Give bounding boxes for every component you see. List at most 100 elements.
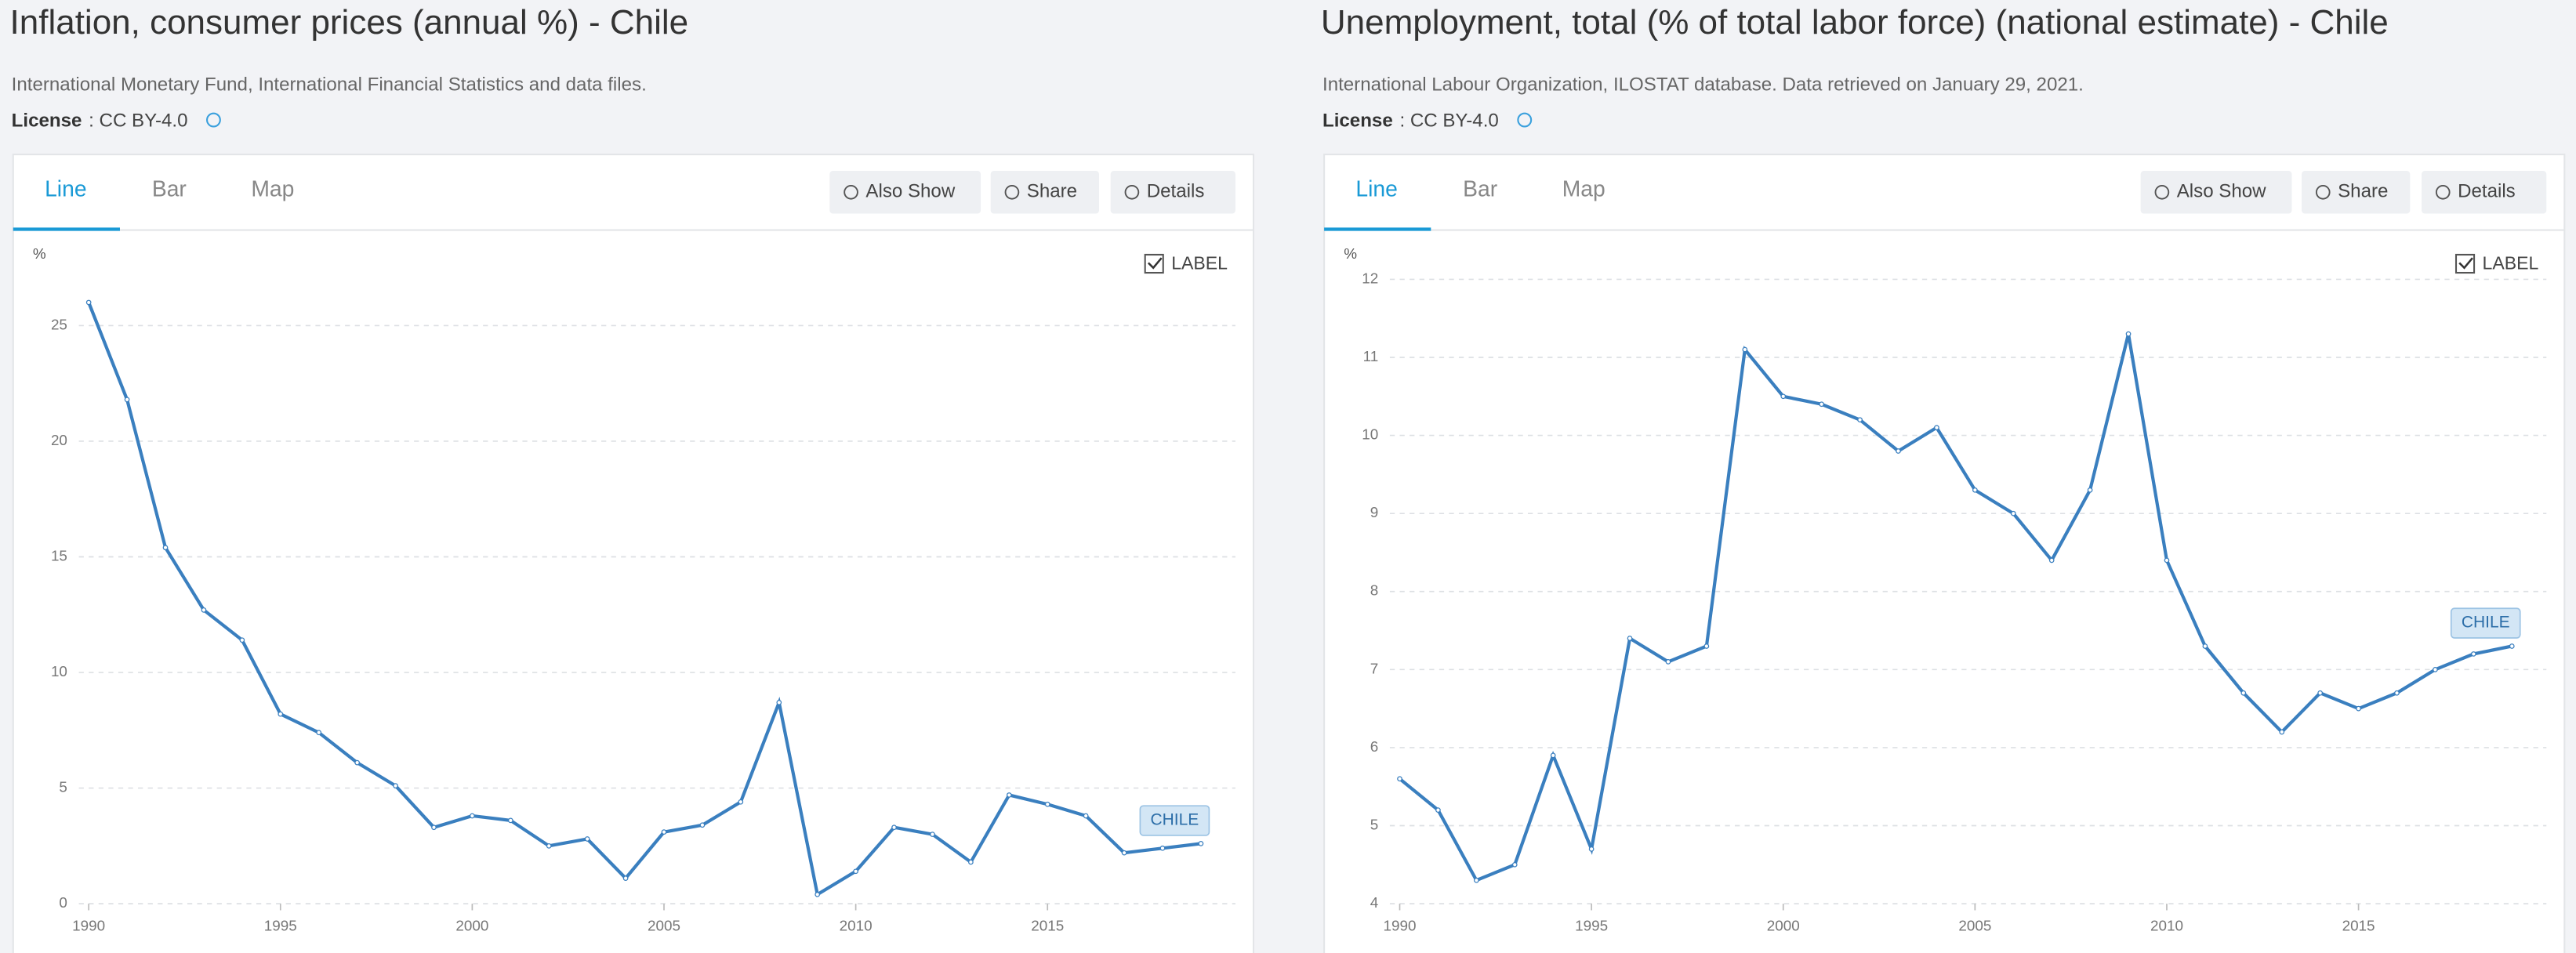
button-label[interactable]: Also Show [865,181,955,202]
data-point [1627,636,1633,641]
data-point [1435,807,1441,813]
y-tick-label: 5 [1370,816,1378,832]
chart-card [12,154,1255,953]
data-point [2048,557,2055,563]
data-point [124,397,130,403]
data-point [776,700,782,705]
data-point [1121,850,1127,856]
x-tick-label: 2010 [2150,917,2183,933]
label-toggle[interactable]: LABEL [1171,253,1228,274]
y-tick-label: 0 [59,894,67,911]
button-label[interactable]: Details [2458,181,2516,202]
y-tick-label: 10 [1362,426,1378,443]
y-tick-label: 5 [59,779,67,795]
tab[interactable]: Bar [152,176,187,201]
data-point [354,759,360,766]
toolbar-button[interactable] [2140,171,2292,214]
source: International Labour Organization, ILOST… [1322,74,2084,95]
label-checkbox[interactable] [2454,253,2476,274]
button-icon [844,184,858,200]
button-icon [1004,184,1020,200]
tab[interactable]: Line [1355,176,1397,201]
label-checkbox[interactable] [1144,253,1164,274]
source: International Monetary Fund, Internation… [12,74,647,95]
x-tick-label: 2000 [455,917,488,933]
tab[interactable]: Line [45,176,86,201]
tab[interactable]: Bar [1463,176,1497,201]
data-point [546,842,552,849]
toolbar-button[interactable] [829,171,981,214]
series-label-box [2450,607,2521,639]
toolbar-button[interactable] [2302,171,2411,214]
data-point [1934,425,1939,430]
chart-card [1323,154,2566,953]
data-point [1198,841,1204,846]
data-point [1550,752,1556,759]
data-point [2317,690,2324,696]
x-tick-label: 2015 [2342,917,2375,933]
series-label: CHILE [2462,614,2510,632]
button-label[interactable]: Share [1027,181,1077,202]
data-point [2087,487,2093,493]
button-icon [2435,184,2451,200]
button-label[interactable]: Also Show [2177,181,2266,202]
series-label: CHILE [1151,811,1199,829]
data-point [201,607,207,613]
y-tick-label: 12 [1362,270,1378,286]
data-point [1703,643,1710,649]
data-point [2356,705,2361,712]
tab[interactable]: Map [1562,176,1605,201]
toolbar-button[interactable] [2422,171,2547,214]
data-point [1397,776,1402,782]
license-label: License [12,111,82,132]
button-label[interactable]: Details [1147,181,1205,202]
y-tick-label: 10 [51,663,67,679]
data-point [2394,690,2400,696]
data-point [1044,801,1050,807]
y-tick-label: 20 [51,432,67,448]
data-point [1473,877,1479,883]
data-point [507,817,513,824]
data-point [393,783,398,788]
data-point [1006,792,1012,798]
data-point [1511,861,1518,868]
data-point [661,829,667,835]
data-point [2279,729,2285,735]
series-line [87,302,1202,897]
toolbar-button[interactable] [1110,171,1235,214]
data-point [1588,846,1595,852]
data-point [968,859,974,865]
data-point [1857,417,1863,423]
data-point [815,891,821,897]
data-point [85,299,92,306]
data-point [2240,690,2247,696]
x-tick-label: 1995 [1575,917,1608,933]
toolbar-button[interactable] [990,171,1099,214]
button-icon [2154,184,2170,200]
data-point [891,824,897,831]
chart-title: Inflation, consumer prices (annual %) - … [10,3,689,42]
x-tick-label: 2000 [1767,917,1800,933]
x-tick-label: 1990 [1384,917,1417,933]
data-point [1780,393,1787,400]
x-tick-label: 2010 [840,917,873,933]
data-point [2202,643,2208,649]
data-point [853,868,858,875]
y-axis-unit: % [1344,245,1357,262]
data-point [1819,401,1825,408]
x-tick-label: 2005 [1958,917,1991,933]
tab[interactable]: Map [251,176,294,201]
data-point [1159,845,1166,851]
data-point [316,730,322,736]
y-tick-label: 15 [51,547,67,563]
label-toggle[interactable]: LABEL [2483,253,2539,274]
series-label-box [1139,805,1210,836]
data-point [470,813,475,819]
info-icon [206,112,221,128]
button-icon [2315,184,2331,200]
button-label[interactable]: Share [2338,181,2388,202]
checkmark [2458,257,2473,270]
license-label: License [1322,111,1393,132]
series-line [1399,333,2513,882]
